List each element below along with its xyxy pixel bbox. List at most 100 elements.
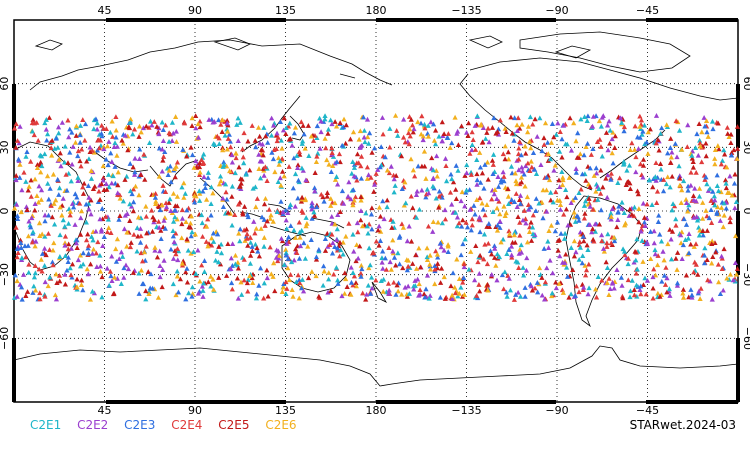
obs-marker xyxy=(348,196,354,202)
obs-marker xyxy=(581,238,587,244)
obs-marker xyxy=(454,223,460,229)
obs-marker xyxy=(637,113,643,119)
obs-marker xyxy=(65,220,72,226)
obs-marker xyxy=(734,146,741,151)
obs-marker xyxy=(120,198,127,204)
obs-marker xyxy=(45,230,52,236)
obs-marker xyxy=(366,140,372,146)
obs-marker xyxy=(275,179,281,185)
obs-marker xyxy=(301,240,307,246)
obs-marker xyxy=(159,119,165,125)
obs-marker xyxy=(484,224,490,229)
obs-marker xyxy=(223,181,229,187)
obs-marker xyxy=(256,282,262,288)
obs-marker xyxy=(669,228,676,234)
obs-marker xyxy=(112,180,118,186)
obs-marker xyxy=(494,277,500,283)
obs-marker xyxy=(197,169,203,175)
obs-marker xyxy=(409,122,416,128)
obs-marker xyxy=(350,202,356,208)
obs-marker xyxy=(50,262,56,268)
obs-marker xyxy=(172,207,178,213)
obs-marker xyxy=(100,177,106,183)
obs-marker xyxy=(729,150,735,155)
obs-marker xyxy=(204,223,210,229)
obs-marker xyxy=(196,172,203,177)
obs-marker xyxy=(383,267,390,272)
obs-marker xyxy=(724,164,730,170)
obs-marker xyxy=(329,145,335,151)
obs-marker xyxy=(600,184,606,190)
obs-marker xyxy=(608,170,614,176)
obs-marker xyxy=(287,136,294,141)
obs-marker xyxy=(600,246,607,251)
obs-marker xyxy=(201,269,208,274)
obs-marker xyxy=(184,265,190,271)
obs-marker xyxy=(296,255,303,261)
obs-marker xyxy=(195,134,202,140)
obs-marker xyxy=(128,240,134,245)
obs-marker xyxy=(521,208,527,213)
obs-marker xyxy=(458,198,464,204)
obs-marker xyxy=(501,286,507,292)
obs-marker xyxy=(661,273,668,278)
obs-marker xyxy=(474,157,480,162)
obs-marker xyxy=(732,233,739,239)
obs-marker xyxy=(386,287,392,293)
obs-marker xyxy=(652,251,658,257)
obs-marker xyxy=(561,236,568,241)
obs-marker xyxy=(64,187,70,193)
eurasia-coastline xyxy=(29,39,393,153)
obs-marker xyxy=(509,252,515,258)
obs-marker xyxy=(568,245,574,250)
obs-marker xyxy=(579,171,586,177)
obs-marker xyxy=(627,288,634,294)
obs-marker xyxy=(114,152,120,158)
obs-marker xyxy=(664,289,670,295)
obs-marker xyxy=(72,191,78,197)
obs-marker xyxy=(181,194,187,200)
obs-marker xyxy=(354,160,360,166)
obs-marker xyxy=(604,122,611,128)
obs-marker xyxy=(332,244,338,249)
obs-marker xyxy=(88,168,94,174)
obs-marker xyxy=(436,188,443,194)
obs-marker xyxy=(525,129,531,135)
obs-marker xyxy=(587,203,593,209)
obs-marker xyxy=(249,275,255,281)
obs-marker xyxy=(149,122,155,128)
obs-marker xyxy=(160,157,166,163)
lon-tick-label-top: 135 xyxy=(275,4,296,17)
obs-marker xyxy=(596,118,602,124)
obs-marker xyxy=(411,286,417,292)
obs-marker xyxy=(261,243,267,249)
obs-marker xyxy=(530,121,536,127)
obs-marker xyxy=(439,138,445,144)
obs-marker xyxy=(247,260,253,266)
obs-marker xyxy=(420,137,426,143)
obs-marker xyxy=(605,172,611,178)
obs-marker xyxy=(629,140,635,146)
obs-marker xyxy=(358,194,364,199)
obs-marker xyxy=(215,117,222,123)
obs-marker xyxy=(179,215,186,221)
obs-marker xyxy=(361,134,367,140)
obs-marker xyxy=(597,136,603,142)
obs-marker xyxy=(625,255,631,261)
obs-marker xyxy=(300,123,306,128)
obs-marker xyxy=(641,219,648,225)
obs-marker xyxy=(709,296,715,302)
obs-marker xyxy=(358,197,364,203)
observation-markers xyxy=(11,112,741,302)
obs-marker xyxy=(485,287,491,293)
obs-marker xyxy=(350,129,357,135)
obs-marker xyxy=(354,242,360,247)
obs-marker xyxy=(329,231,335,237)
obs-marker xyxy=(283,247,289,252)
obs-marker xyxy=(365,282,371,288)
obs-marker xyxy=(85,183,91,188)
obs-marker xyxy=(703,208,709,213)
obs-marker xyxy=(497,225,503,230)
obs-marker xyxy=(556,281,562,286)
obs-marker xyxy=(715,261,721,267)
